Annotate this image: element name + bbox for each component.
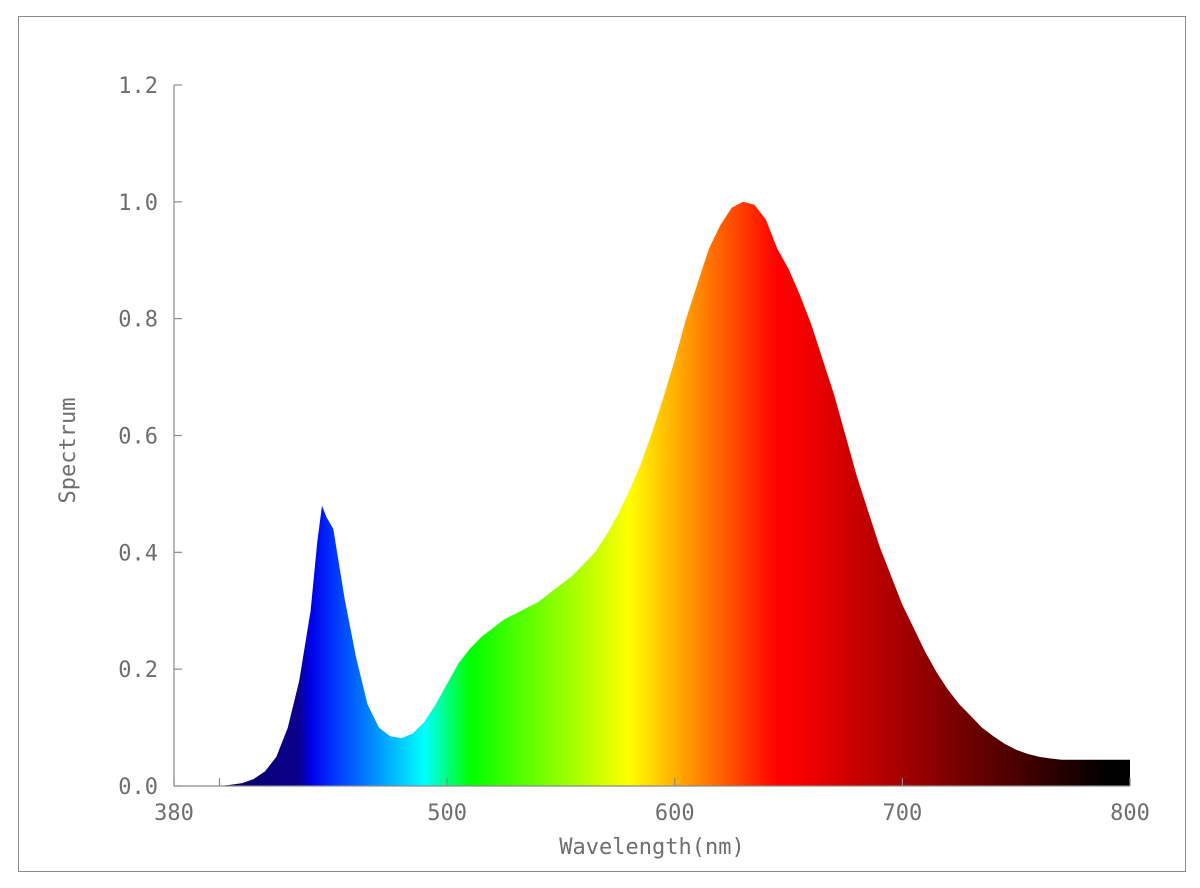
x-tick-label: 380 [154, 801, 194, 826]
y-tick-label: 1.2 [118, 74, 158, 99]
axes [173, 84, 1131, 787]
y-tick-label: 0.2 [118, 658, 158, 683]
y-axis-title: Spectrum [56, 398, 81, 504]
spectrum-chart: 0.0 0.2 0.4 0.6 0.8 1.0 1.2 380 500 600 700 800 Wav… [56, 74, 1150, 860]
chart-frame: 0.0 0.2 0.4 0.6 0.8 1.0 1.2 380 500 600 700 800 Wav… [18, 16, 1186, 872]
x-axis-title: Wavelength(nm) [559, 835, 744, 860]
x-tick-label: 700 [883, 801, 923, 826]
tick-labels: 0.0 0.2 0.4 0.6 0.8 1.0 1.2 380 500 600 700 800 [118, 74, 1150, 826]
y-tick-label: 0.0 [118, 775, 158, 800]
x-tick-label: 800 [1110, 801, 1150, 826]
y-tick-label: 0.4 [118, 541, 158, 566]
y-tick-label: 0.6 [118, 425, 158, 450]
spectrum-area-fill [219, 201, 1130, 787]
y-tick-label: 0.8 [118, 308, 158, 333]
y-tick-label: 1.0 [118, 191, 158, 216]
x-tick-label: 500 [427, 801, 467, 826]
spectrum-area [219, 201, 1130, 787]
x-tick-label: 600 [655, 801, 695, 826]
